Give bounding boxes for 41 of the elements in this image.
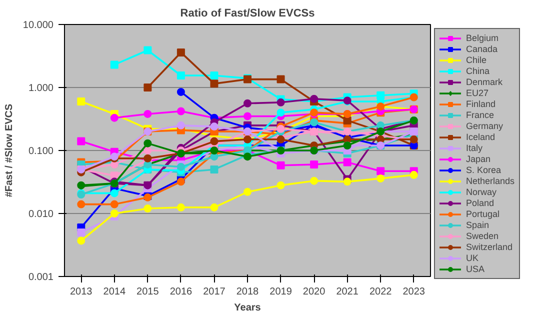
legend-label: Germany [466, 121, 504, 131]
y-tick-label: 1.000 [28, 83, 54, 94]
legend-label: Italy [466, 143, 484, 153]
legend-label: EU27 [466, 88, 489, 98]
legend-label: Netherlands [466, 176, 515, 186]
legend-label: Canada [466, 44, 498, 54]
y-tick-label: 0.001 [28, 272, 54, 283]
legend-label: Japan [466, 154, 491, 164]
legend-label: Belgium [466, 33, 499, 43]
legend-label: Sweden [466, 231, 499, 241]
x-tick-label: 2022 [369, 286, 392, 298]
y-tick-label: 10.000 [22, 20, 54, 31]
x-tick-label: 2015 [136, 286, 160, 298]
x-tick-label: 2017 [203, 286, 226, 298]
legend-label: Norway [466, 187, 497, 197]
x-axis-title: Years [234, 302, 262, 314]
chart-title: Ratio of Fast/Slow EVCSs [180, 8, 315, 20]
legend-label: USA [466, 264, 486, 274]
legend-label: Portugal [466, 209, 500, 219]
y-tick-label: 0.100 [28, 146, 54, 157]
x-tick-label: 2016 [170, 286, 193, 298]
x-tick-label: 2014 [103, 286, 126, 298]
x-tick-label: 2018 [236, 286, 260, 298]
legend-label: France [466, 110, 494, 120]
legend-label: Spain [466, 220, 490, 230]
y-axis-title: #Fast / #Slow EVCS [4, 103, 15, 198]
x-tick-label: 2023 [402, 286, 426, 298]
x-tick-label: 2019 [270, 286, 292, 298]
x-tick-label: 2020 [302, 286, 326, 298]
legend-label: China [466, 66, 490, 76]
legend-label: Chile [466, 55, 487, 65]
legend-label: Switzerland [466, 242, 513, 252]
legend-label: UK [466, 253, 480, 263]
legend-label: Denmark [466, 77, 503, 87]
x-tick-label: 2013 [70, 286, 93, 298]
x-tick-label: 2021 [336, 286, 359, 298]
y-tick-label: 0.010 [28, 209, 54, 220]
legend-label: S. Korea [466, 165, 502, 175]
legend-label: Iceland [466, 132, 496, 142]
legend-label: Poland [466, 198, 494, 208]
legend-label: Finland [466, 99, 496, 109]
